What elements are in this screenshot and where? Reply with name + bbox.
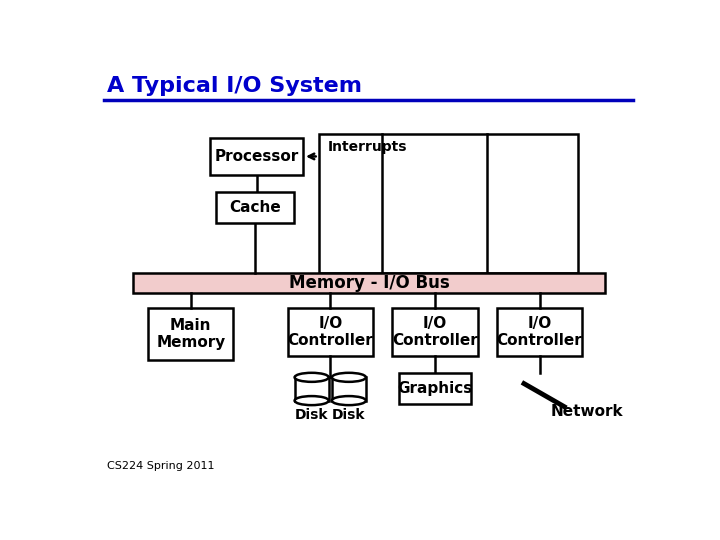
Bar [216, 192, 294, 222]
Bar [210, 138, 303, 175]
Ellipse shape [332, 396, 366, 405]
Text: Memory - I/O Bus: Memory - I/O Bus [289, 274, 449, 292]
Text: Graphics: Graphics [397, 381, 472, 396]
Text: A Typical I/O System: A Typical I/O System [107, 76, 362, 96]
Text: Cache: Cache [229, 200, 281, 215]
Ellipse shape [332, 373, 366, 382]
Text: Disk: Disk [295, 408, 328, 422]
Bar [392, 308, 477, 356]
Text: I/O
Controller: I/O Controller [392, 316, 478, 348]
Ellipse shape [294, 396, 329, 405]
Bar [132, 273, 606, 293]
Bar [294, 377, 329, 401]
Bar [332, 377, 366, 401]
Text: Processor: Processor [215, 149, 299, 164]
Text: Network: Network [551, 403, 624, 418]
Text: CS224 Spring 2011: CS224 Spring 2011 [107, 461, 215, 471]
Text: Main
Memory: Main Memory [156, 318, 225, 350]
Bar [319, 134, 578, 273]
Text: I/O
Controller: I/O Controller [287, 316, 373, 348]
Bar [399, 373, 471, 403]
Bar [497, 308, 582, 356]
Bar [148, 308, 233, 361]
Text: I/O
Controller: I/O Controller [497, 316, 582, 348]
Text: Interrupts: Interrupts [328, 140, 408, 154]
Text: Disk: Disk [332, 408, 366, 422]
Bar [287, 308, 373, 356]
Ellipse shape [294, 373, 329, 382]
